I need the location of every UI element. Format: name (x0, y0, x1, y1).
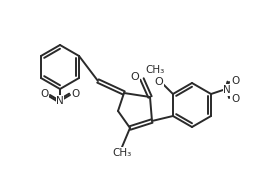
Text: O: O (231, 94, 239, 104)
Text: O: O (72, 89, 80, 99)
Text: CH₃: CH₃ (112, 148, 132, 158)
Text: O: O (155, 77, 163, 87)
Text: N: N (56, 96, 64, 106)
Text: N: N (223, 85, 231, 95)
Text: O: O (131, 72, 139, 82)
Text: O: O (231, 76, 239, 86)
Text: CH₃: CH₃ (145, 65, 165, 75)
Text: O: O (40, 89, 48, 99)
